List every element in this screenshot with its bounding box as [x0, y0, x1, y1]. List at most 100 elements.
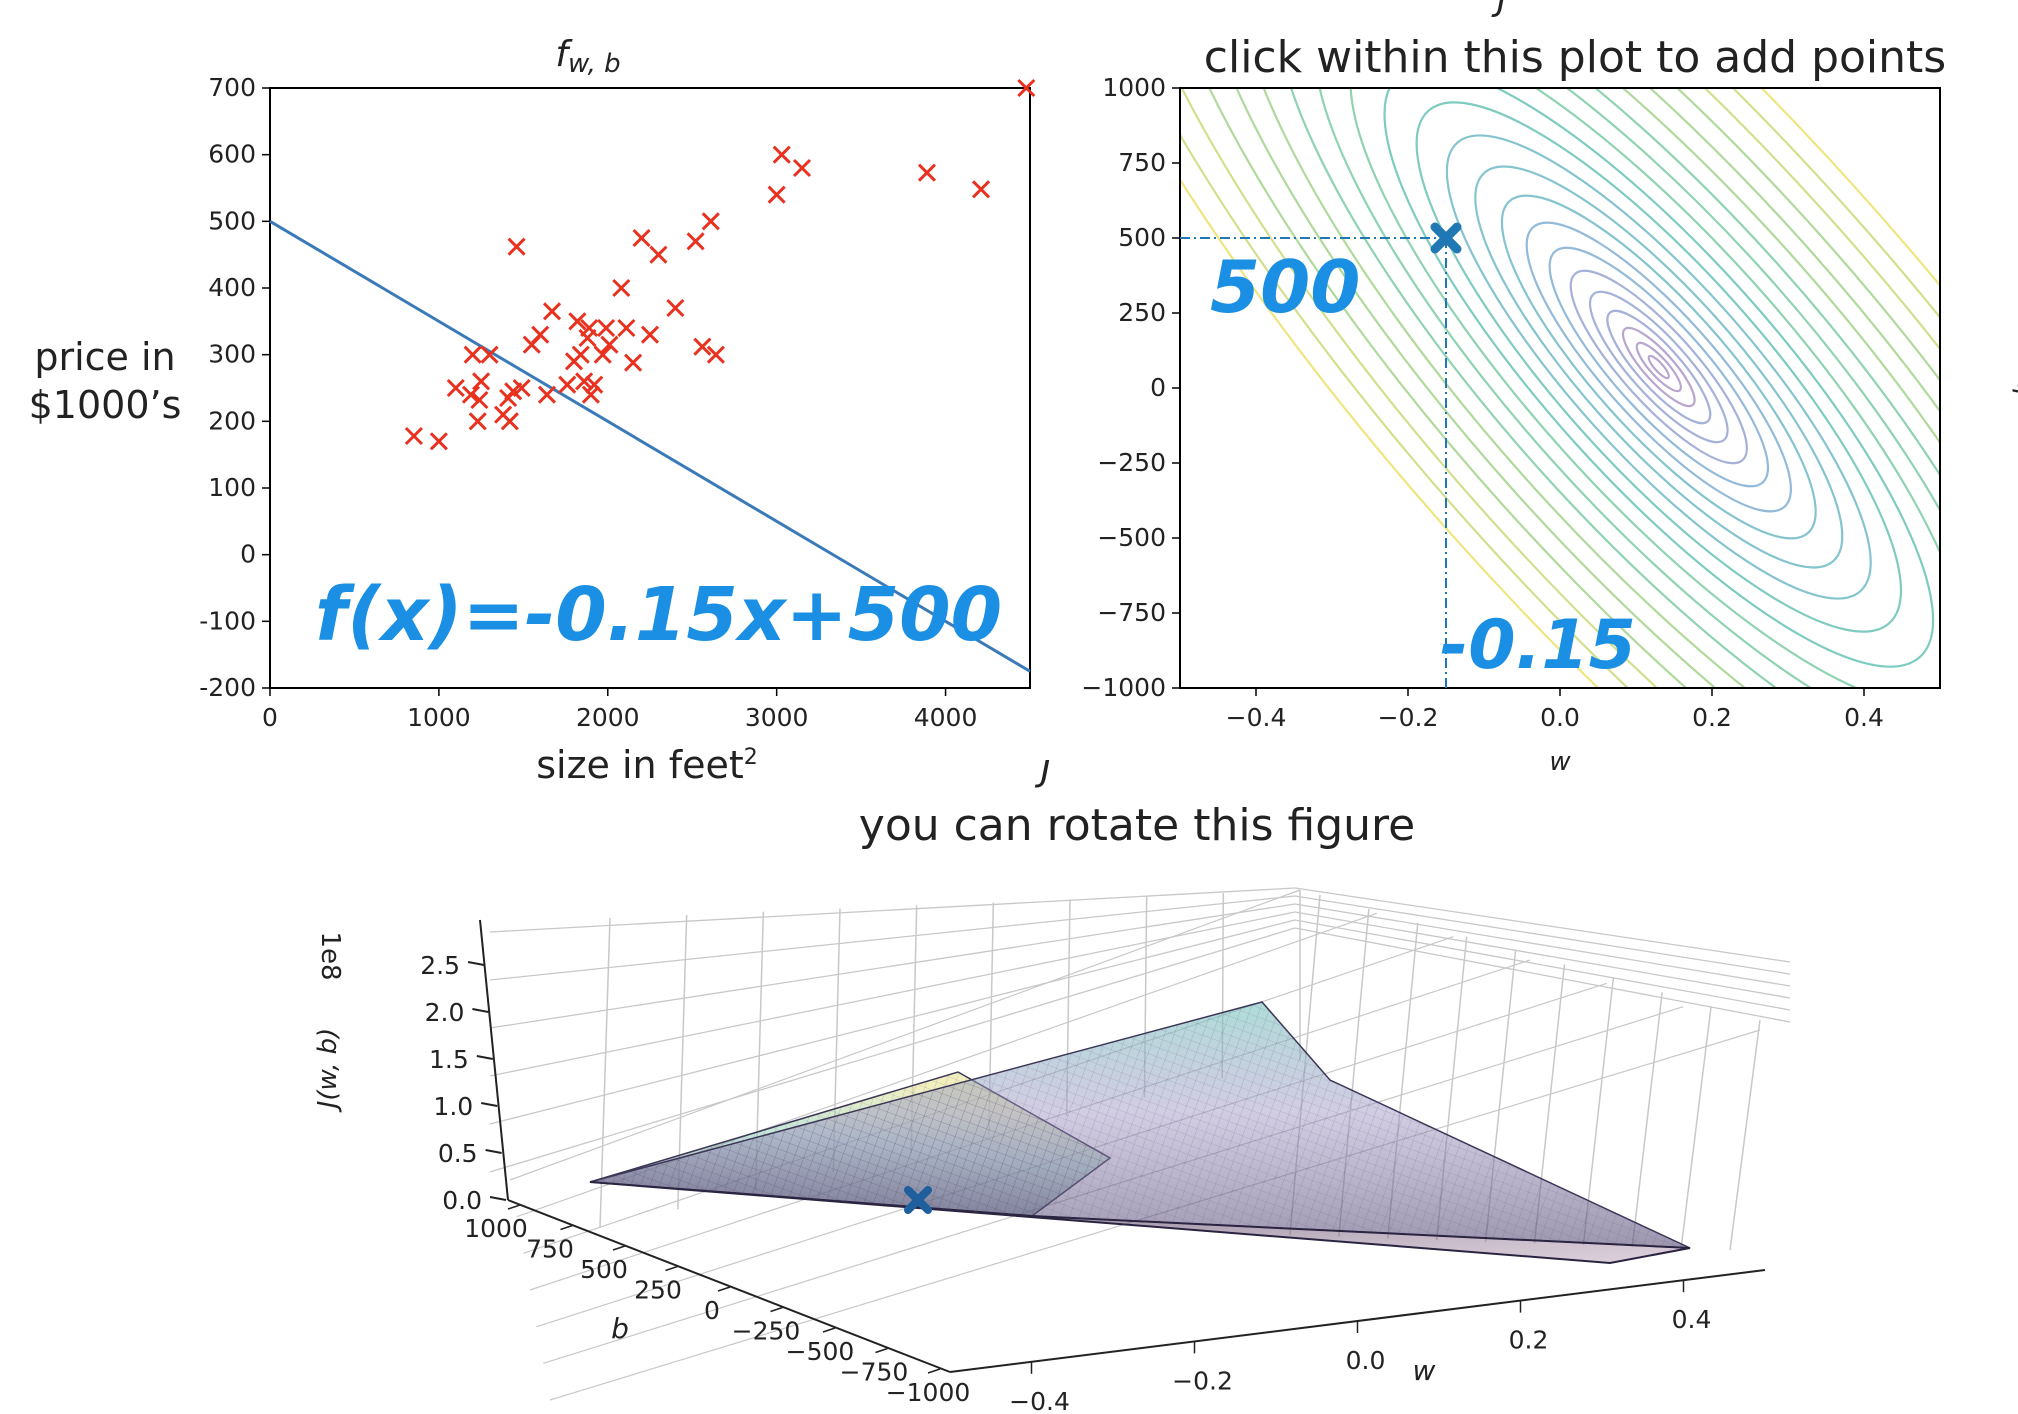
data-point-marker [463, 345, 482, 364]
b-tick-label: −250 [732, 1317, 801, 1346]
w-tick-label: 0.0 [1346, 1346, 1386, 1375]
data-point-marker [468, 412, 487, 431]
data-point-marker [640, 325, 660, 344]
data-point-marker [617, 318, 636, 338]
data-point-marker [531, 325, 550, 344]
cost-surface [589, 1001, 1691, 1265]
data-point-marker [593, 345, 612, 364]
surface-top-label: J [1035, 760, 1052, 789]
chart-title-f: fw, b [555, 34, 620, 79]
surface-title: you can rotate this figure [859, 800, 1415, 851]
data-point-marker [792, 158, 812, 178]
z-tick-label: 1.5 [429, 1045, 469, 1074]
x-tick-label: 1000 [407, 703, 471, 732]
data-point-marker [624, 353, 643, 372]
surface-selected-point [904, 1186, 932, 1214]
data-point-marker [1017, 78, 1036, 98]
x-tick-label: 0.0 [1540, 703, 1580, 732]
contour-chart[interactable]: J click within this plot to add points 1… [1040, 0, 2018, 790]
data-point-marker [649, 245, 668, 264]
contour-line [1621, 326, 1696, 408]
data-point-marker [701, 212, 720, 231]
contour-line [1588, 290, 1729, 444]
b-tick-label: 0 [704, 1296, 720, 1325]
contour-title: click within this plot to add points [1204, 32, 1946, 83]
b-tick-mark [665, 1265, 678, 1272]
contour-y-axis-label: b [2009, 380, 2018, 397]
x-tick-label: 4000 [914, 703, 978, 732]
contour-line [1647, 354, 1670, 380]
y-tick-label: 200 [208, 406, 256, 435]
y-tick-label: 750 [1118, 148, 1166, 177]
y-tick-label: −500 [1097, 523, 1166, 552]
w-value-annotation: -0.15 [1440, 606, 1636, 685]
contour-line [1349, 88, 1940, 688]
y-axis-label-line2: $1000’s [29, 383, 182, 427]
y-tick-label: -200 [199, 673, 256, 702]
contour-line [1525, 221, 1792, 513]
surface-w-axis-label: w [1413, 1354, 1436, 1387]
plot-area-frame [269, 87, 1031, 689]
x-tick-label: 2000 [576, 703, 640, 732]
b-tick-mark [612, 1245, 626, 1251]
contour-line [1569, 269, 1748, 465]
surface-3d-chart[interactable]: J you can rotate this figure 0.0 0.5 1.0 1.… [0, 760, 2018, 1414]
data-point-marker [404, 426, 423, 446]
z-tick-label: 2.5 [420, 951, 460, 980]
contour-line [1500, 194, 1817, 540]
y-tick-label: 0 [1150, 373, 1166, 402]
data-point-marker [666, 298, 685, 318]
data-point-marker [472, 372, 491, 391]
b-tick-label: −500 [786, 1337, 855, 1366]
y-tick-label: 500 [208, 206, 256, 235]
b-tick-mark [927, 1368, 941, 1374]
b-value-annotation: 500 [1210, 245, 1360, 329]
data-point-marker [480, 345, 499, 364]
w-tick-label: 0.2 [1509, 1326, 1549, 1355]
z-axis-label: J(w, b) [313, 1028, 343, 1114]
z-tick-label: 1.0 [433, 1092, 473, 1121]
z-tick-mark [481, 1102, 498, 1107]
z-scale-label: 1e8 [315, 931, 345, 980]
y-tick-label: −750 [1097, 598, 1166, 627]
y-tick-label: −250 [1097, 448, 1166, 477]
contour-line [1415, 101, 1903, 633]
z-tick-mark [467, 961, 485, 966]
contour-line [1606, 309, 1712, 425]
contour-line [1635, 341, 1682, 393]
y-tick-label: 1000 [1102, 73, 1166, 102]
contour-top-label: J [1491, 0, 1507, 19]
b-tick-mark [875, 1347, 888, 1354]
contour-line [1313, 88, 1940, 688]
data-point-marker [558, 375, 577, 394]
y-tick-label: 0 [240, 540, 256, 569]
y-tick-label: 300 [208, 340, 256, 369]
data-point-marker [585, 375, 604, 394]
w-tick-label: 0.4 [1672, 1305, 1712, 1334]
selected-point-marker[interactable] [1430, 222, 1462, 254]
b-tick-mark [822, 1327, 836, 1333]
b-tick-label: 500 [580, 1255, 628, 1284]
model-line [269, 220, 1031, 673]
contour-line [1180, 88, 1940, 688]
b-tick-label: 250 [634, 1276, 682, 1305]
contour-line [1474, 165, 1844, 569]
data-point-marker [507, 237, 526, 256]
contour-line [1383, 88, 1935, 668]
surface-mesh-left [590, 1072, 1110, 1216]
data-point-marker [706, 345, 725, 364]
z-tick-label: 2.0 [425, 998, 465, 1027]
y-tick-label: 250 [1118, 298, 1166, 327]
y-tick-label: 100 [208, 473, 256, 502]
b-axis-line [507, 1199, 951, 1373]
contour-line [1445, 134, 1872, 600]
data-point-marker [971, 180, 991, 199]
b-tick-mark [560, 1224, 573, 1231]
x-tick-label: 0.4 [1844, 703, 1884, 732]
y-tick-label: -100 [199, 606, 256, 635]
data-point-marker [767, 185, 786, 204]
z-tick-mark [489, 1196, 507, 1201]
line-equation-annotation: f(x)=-0.15x+500 [315, 572, 1002, 658]
